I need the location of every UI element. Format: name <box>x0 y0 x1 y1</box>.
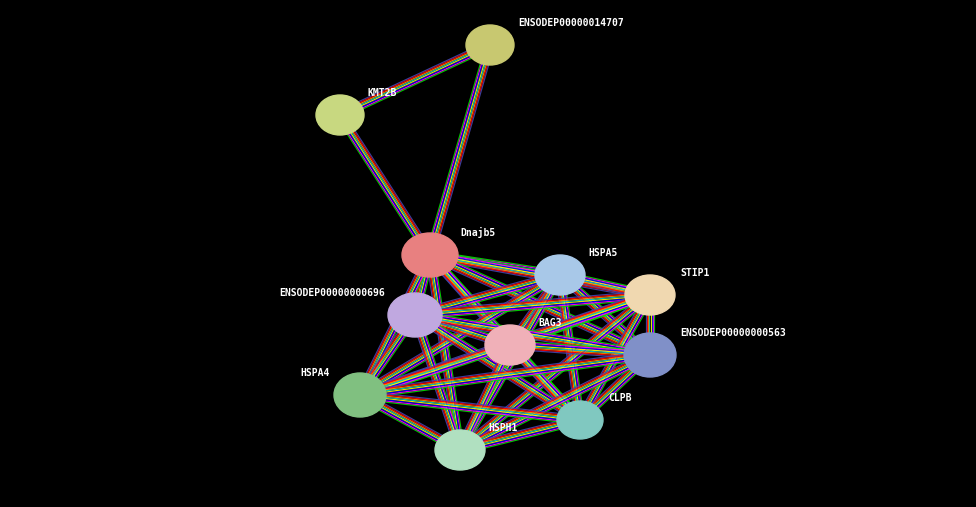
Ellipse shape <box>625 275 675 315</box>
Ellipse shape <box>557 401 603 439</box>
Ellipse shape <box>435 430 485 470</box>
Ellipse shape <box>334 373 386 417</box>
Text: ENSODEP00000000696: ENSODEP00000000696 <box>279 288 385 298</box>
Text: HSPH1: HSPH1 <box>488 423 517 433</box>
Text: KMT2B: KMT2B <box>368 88 397 98</box>
Ellipse shape <box>535 255 585 295</box>
Ellipse shape <box>624 333 676 377</box>
Ellipse shape <box>402 233 458 277</box>
Ellipse shape <box>466 25 514 65</box>
Text: CLPB: CLPB <box>608 393 631 403</box>
Ellipse shape <box>485 325 535 365</box>
Text: ENSODEP00000000563: ENSODEP00000000563 <box>680 328 786 338</box>
Text: STIP1: STIP1 <box>680 268 710 278</box>
Ellipse shape <box>316 95 364 135</box>
Text: ENSODEP00000014707: ENSODEP00000014707 <box>518 18 624 28</box>
Ellipse shape <box>388 293 442 337</box>
Text: Dnajb5: Dnajb5 <box>460 227 495 238</box>
Text: HSPA5: HSPA5 <box>588 248 618 258</box>
Text: BAG3: BAG3 <box>538 318 561 328</box>
Text: HSPA4: HSPA4 <box>301 368 330 378</box>
